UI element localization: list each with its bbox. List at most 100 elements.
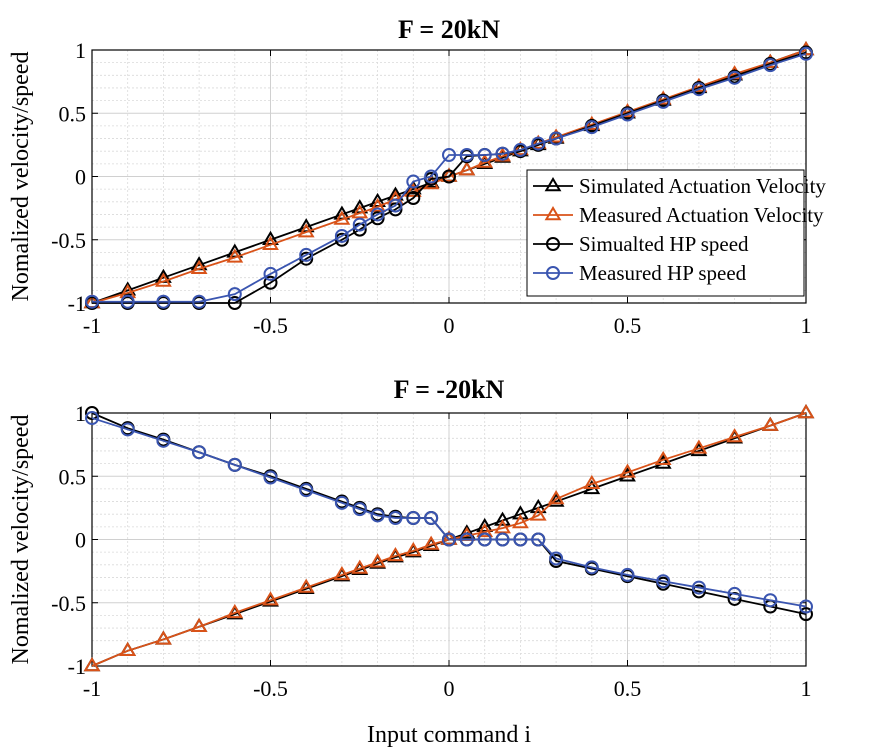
data-point [404, 182, 422, 197]
data-point [299, 483, 314, 498]
series-line [91, 417, 807, 608]
data-point [440, 530, 458, 545]
data-point [620, 107, 635, 122]
data-point [263, 275, 278, 290]
data-point [727, 586, 742, 601]
data-point [85, 294, 99, 309]
data-point [799, 599, 813, 614]
data-point [584, 120, 599, 135]
data-point [190, 259, 208, 275]
data-point [406, 174, 421, 189]
data-point [370, 508, 385, 523]
data-point [477, 147, 492, 162]
data-point [691, 82, 706, 97]
y-tick-label: 0 [75, 528, 86, 553]
data-point [690, 439, 708, 454]
data-point [763, 58, 778, 73]
data-point [797, 404, 815, 419]
y-tick-label: 0.5 [59, 464, 87, 489]
data-point [513, 142, 528, 157]
data-point [620, 567, 635, 582]
data-point [422, 535, 440, 550]
legend-label: Simulated Actuation Velocity [579, 174, 826, 198]
data-point [531, 532, 546, 547]
data-point [547, 128, 565, 143]
y-axis-label: Nomalized velocity/speed [8, 52, 34, 302]
series-line [92, 52, 807, 303]
data-point [549, 131, 564, 146]
data-point [547, 490, 565, 505]
data-point [583, 474, 601, 490]
data-point [547, 492, 565, 507]
data-point [406, 510, 421, 525]
legend-marker [546, 266, 560, 280]
data-point [334, 228, 349, 243]
data-point [351, 204, 369, 219]
data-point [120, 294, 135, 309]
x-tick-label: 0 [444, 313, 455, 338]
legend-label: Measured Actuation Velocity [579, 203, 824, 227]
data-point [656, 574, 671, 589]
data-point [83, 657, 101, 672]
legend-box [526, 169, 805, 297]
data-point [388, 198, 403, 213]
data-point [459, 147, 474, 162]
x-tick-label: -0.5 [253, 676, 288, 701]
data-point [119, 281, 137, 296]
data-point [458, 161, 476, 176]
legend-marker [544, 177, 562, 192]
data-point [404, 180, 422, 195]
data-point [388, 510, 403, 525]
data-point [263, 266, 278, 281]
data-point [85, 411, 99, 426]
data-point [619, 463, 636, 478]
data-point [654, 450, 672, 466]
data-point [440, 167, 458, 182]
data-point [299, 247, 314, 262]
data-point [333, 565, 351, 581]
data-point [726, 428, 744, 443]
data-point [442, 532, 456, 547]
x-tick-label: 0.5 [614, 676, 642, 701]
data-point [761, 416, 779, 431]
y-tick-label: -0.5 [51, 591, 86, 616]
data-point [369, 553, 387, 568]
y-tick-label: -0.5 [51, 228, 86, 253]
data-point [477, 532, 492, 547]
y-tick-label: 1 [75, 401, 86, 426]
data-point [799, 607, 813, 622]
data-point [227, 457, 242, 472]
data-point [459, 532, 474, 547]
data-point [494, 511, 511, 526]
data-point [727, 70, 742, 85]
data-point [691, 580, 706, 595]
y-tick-label: -1 [68, 654, 86, 679]
data-point [192, 445, 207, 460]
data-point [227, 296, 242, 310]
data-point [495, 146, 510, 161]
data-point [404, 541, 422, 557]
legend-label: Measured HP speed [579, 261, 747, 285]
x-axis-label: Input command i [367, 722, 531, 748]
chart-title: F = 20kN [398, 15, 500, 44]
data-point [351, 559, 369, 574]
data-point [226, 248, 244, 263]
data-point [513, 532, 528, 547]
data-point [154, 630, 172, 645]
legend: Simulated Actuation Velocity Measured Act… [526, 169, 826, 297]
series-line [92, 51, 807, 304]
series-4 [85, 411, 813, 614]
data-point [406, 191, 421, 206]
data-point [352, 217, 367, 232]
legend-item: Simualted HP speed [533, 232, 749, 256]
data-point [691, 584, 706, 599]
data-point [262, 235, 279, 251]
y-tick-label: 0 [75, 165, 86, 190]
legend-label: Simualted HP speed [579, 232, 749, 256]
data-point [333, 210, 351, 225]
data-point [387, 546, 404, 562]
legend-item: Simulated Actuation Velocity [533, 174, 826, 198]
data-point [656, 94, 671, 109]
y-tick-label: -1 [68, 291, 86, 316]
x-tick-label: 0 [444, 676, 455, 701]
